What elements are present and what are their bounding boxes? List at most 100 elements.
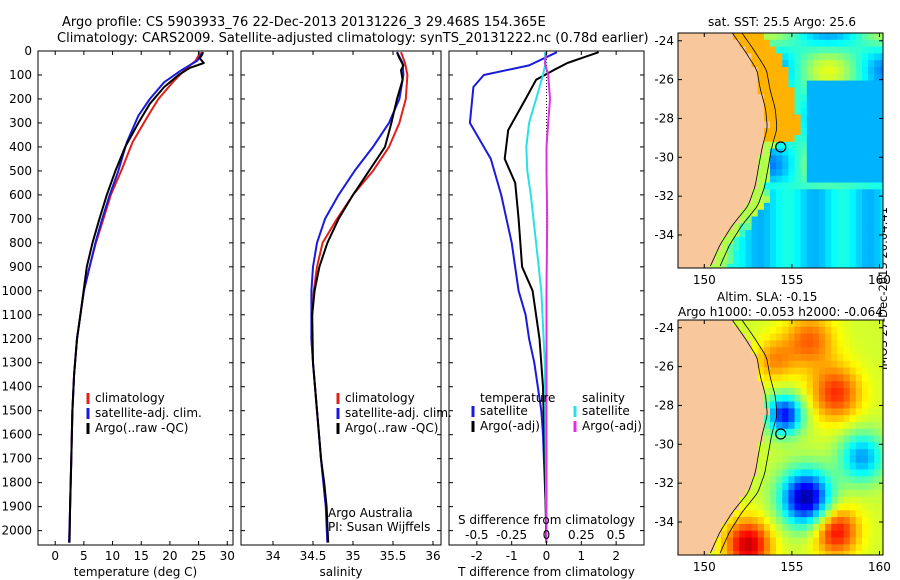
map-cell <box>837 435 845 443</box>
map-cell <box>849 347 857 355</box>
map-cell <box>880 53 883 61</box>
map-cell <box>806 114 814 122</box>
map-cell <box>812 257 820 265</box>
map-cell <box>751 87 759 95</box>
map-cell <box>794 128 802 136</box>
map-cell <box>757 216 765 224</box>
map-cell <box>849 326 857 335</box>
map-cell <box>788 155 796 163</box>
map-cell <box>757 264 765 268</box>
map-cell <box>806 510 814 518</box>
map-cell <box>794 114 802 122</box>
map-cell <box>763 354 771 362</box>
map-cell <box>880 360 883 369</box>
map-cell <box>696 121 704 129</box>
map-cell <box>690 422 697 430</box>
map-cell <box>837 114 845 122</box>
map-cell <box>837 87 845 95</box>
map-cell <box>812 107 820 116</box>
map-cell <box>862 73 869 82</box>
legend-label: Argo(-adj) <box>582 419 642 433</box>
map-cell <box>825 408 832 416</box>
map-cell <box>690 169 697 177</box>
map-cell <box>776 340 783 348</box>
y-tick-label: 600 <box>9 188 32 202</box>
map-cell <box>819 53 826 61</box>
map-cell <box>733 394 740 403</box>
map-cell <box>825 209 832 218</box>
map-cell <box>825 374 832 382</box>
map-cell <box>782 456 789 464</box>
map-cell <box>702 202 710 211</box>
map-cell <box>843 408 851 416</box>
map-cell <box>782 155 789 163</box>
map-cell <box>825 216 832 224</box>
map-cell <box>745 326 753 335</box>
map-cell <box>868 175 875 184</box>
map-cell <box>825 94 832 102</box>
map-cell <box>690 135 697 143</box>
map-cell <box>696 209 704 218</box>
map-cell <box>720 462 728 471</box>
map-cell <box>825 489 832 498</box>
map-cell <box>708 381 716 389</box>
map-cell <box>843 250 851 258</box>
map-cell <box>763 333 771 341</box>
map-cell <box>874 209 881 218</box>
map-cell <box>782 462 789 471</box>
map-cell <box>868 107 875 116</box>
map-cell <box>720 537 728 545</box>
map-cell <box>708 415 716 423</box>
map-cell <box>788 257 796 265</box>
map-cell <box>806 155 814 163</box>
map-cell <box>849 510 857 518</box>
map-cell <box>874 46 881 54</box>
map-cell <box>855 216 863 224</box>
map-cell <box>874 148 881 156</box>
y-tick-label: 1200 <box>1 332 32 346</box>
map-cell <box>800 94 808 102</box>
map-cell <box>831 456 838 464</box>
map-cell <box>831 175 838 184</box>
map-cell <box>868 489 875 498</box>
map-cell <box>727 196 734 204</box>
map-cell <box>751 169 759 177</box>
map-cell <box>678 33 685 41</box>
map-cell <box>862 230 869 238</box>
map-cell <box>831 101 838 109</box>
map-cell <box>684 456 691 464</box>
map-cell <box>880 388 883 396</box>
map-cell <box>843 60 851 68</box>
map-cell <box>868 141 875 150</box>
map-cell <box>678 374 685 382</box>
map-cell <box>868 135 875 143</box>
map-cell <box>849 202 857 211</box>
map-cell <box>831 517 838 525</box>
map-cell <box>855 367 863 375</box>
map-cell <box>794 33 802 41</box>
map-cell <box>684 230 691 238</box>
map-cell <box>678 257 685 265</box>
map-cell <box>727 209 734 218</box>
map-cell <box>745 223 753 231</box>
coastline <box>710 33 768 267</box>
map-cell <box>714 264 722 268</box>
map-cell <box>831 449 838 457</box>
map-cell <box>788 456 796 464</box>
map-cell <box>868 333 875 341</box>
map-cell <box>745 415 753 423</box>
map-cell <box>690 73 697 82</box>
map-cell <box>812 202 820 211</box>
y-tick-label: -32 <box>654 189 674 203</box>
map-cell <box>868 155 875 163</box>
map-cell <box>788 135 796 143</box>
map-cell <box>690 340 697 348</box>
map-cell <box>708 551 716 555</box>
map-cell <box>733 401 740 409</box>
map-cell <box>727 340 734 348</box>
map-cell <box>702 264 710 268</box>
map-cell <box>702 435 710 443</box>
map-cell <box>714 483 722 491</box>
map-cell <box>776 230 783 238</box>
map-cell <box>757 469 765 477</box>
